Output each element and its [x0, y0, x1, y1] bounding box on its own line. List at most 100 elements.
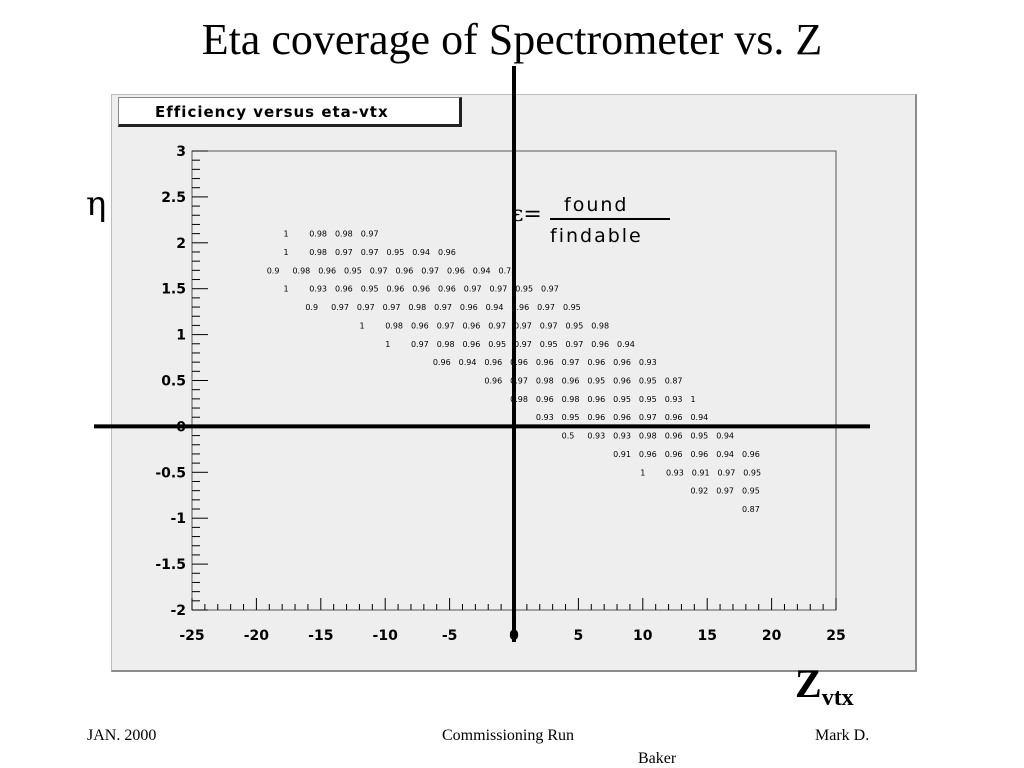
efficiency-value: 0.96 — [386, 285, 404, 294]
fraction-numerator: found — [564, 194, 629, 216]
y-tick-label: 2.5 — [161, 190, 186, 206]
efficiency-value: 0.97 — [716, 487, 734, 496]
efficiency-value: 0.96 — [562, 377, 580, 386]
y-tick-label: -0.5 — [155, 465, 186, 481]
efficiency-value: 0.91 — [613, 450, 631, 459]
efficiency-value: 0.93 — [613, 432, 631, 441]
efficiency-value: 0.95 — [563, 303, 581, 312]
x-tick-label: 20 — [762, 628, 782, 644]
efficiency-value: 0.96 — [510, 358, 528, 367]
efficiency-value: 0.9 — [305, 303, 318, 312]
z-subscript: vtx — [821, 685, 854, 711]
efficiency-value: 0.96 — [462, 321, 480, 330]
efficiency-value: 1 — [359, 321, 364, 330]
efficiency-value: 0.97 — [540, 321, 558, 330]
y-tick-label: 1.5 — [161, 282, 186, 298]
efficiency-value: 0.98 — [309, 248, 327, 257]
efficiency-value: 0.97 — [437, 321, 455, 330]
efficiency-value: 1 — [385, 340, 390, 349]
x-tick-label: 10 — [633, 628, 653, 644]
efficiency-value: 0.97 — [562, 358, 580, 367]
efficiency-value: 0.98 — [408, 303, 426, 312]
efficiency-value: 0.97 — [331, 303, 349, 312]
x-tick-label: 5 — [574, 628, 584, 644]
efficiency-value: 0.93 — [536, 413, 554, 422]
efficiency-value: 0.94 — [473, 266, 491, 275]
efficiency-value: 0.96 — [396, 266, 414, 275]
x-tick-label: -25 — [179, 628, 204, 644]
footer-date: JAN. 2000 — [87, 727, 157, 744]
efficiency-value: 0.95 — [344, 266, 362, 275]
efficiency-value: 0.96 — [587, 395, 605, 404]
efficiency-value: 0.97 — [421, 266, 439, 275]
efficiency-value: 0.95 — [488, 340, 506, 349]
efficiency-value: 0.97 — [541, 285, 559, 294]
eta-axis-symbol: η — [86, 184, 107, 224]
efficiency-value: 0.96 — [613, 358, 631, 367]
efficiency-value: 0.95 — [386, 248, 404, 257]
efficiency-value: 0.96 — [438, 248, 456, 257]
efficiency-value: 0.98 — [562, 395, 580, 404]
efficiency-value: 0.96 — [484, 358, 502, 367]
x-tick-label: -10 — [373, 628, 399, 644]
y-tick-label: 3 — [176, 144, 186, 160]
histogram-title: Efficiency versus eta-vtx — [155, 103, 389, 121]
footer-event: Commissioning Run — [442, 727, 575, 744]
efficiency-value: 0.94 — [690, 413, 708, 422]
efficiency-value: 0.9 — [267, 266, 280, 275]
efficiency-value: 0.97 — [718, 468, 736, 477]
efficiency-value: 0.96 — [742, 450, 760, 459]
y-tick-label: 0.5 — [161, 374, 186, 390]
efficiency-value: 0.97 — [383, 303, 401, 312]
efficiency-value: 0.95 — [742, 487, 760, 496]
efficiency-value: 0.92 — [690, 487, 708, 496]
efficiency-value: 0.94 — [617, 340, 635, 349]
x-tick-label: -15 — [308, 628, 333, 644]
efficiency-value: 0.94 — [716, 432, 734, 441]
efficiency-value: 0.95 — [540, 340, 558, 349]
efficiency-value: 0.96 — [613, 413, 631, 422]
efficiency-value: 0.96 — [613, 377, 631, 386]
efficiency-value: 0.94 — [412, 248, 430, 257]
fraction-line — [550, 218, 670, 220]
efficiency-value: 0.96 — [447, 266, 465, 275]
efficiency-value: 0.96 — [438, 285, 456, 294]
efficiency-value: 0.95 — [587, 377, 605, 386]
efficiency-value: 0.97 — [335, 248, 353, 257]
efficiency-value: 0.97 — [510, 377, 528, 386]
efficiency-value: 0.97 — [361, 230, 379, 239]
efficiency-value: 0.97 — [514, 340, 532, 349]
efficiency-value: 0.96 — [462, 340, 480, 349]
histogram-title-box: Efficiency versus eta-vtx — [118, 97, 462, 127]
efficiency-value: 0.98 — [335, 230, 353, 239]
efficiency-value: 0.98 — [536, 377, 554, 386]
efficiency-value: 0.93 — [309, 285, 327, 294]
efficiency-value: 0.97 — [464, 285, 482, 294]
efficiency-value: 0.97 — [434, 303, 452, 312]
efficiency-value: 0.98 — [385, 321, 403, 330]
x-tick-label: -20 — [244, 628, 270, 644]
y-tick-label: 2 — [176, 236, 186, 252]
fraction-denominator: findable — [550, 225, 643, 247]
efficiency-value: 0.98 — [591, 321, 609, 330]
efficiency-value: 0.97 — [490, 285, 508, 294]
efficiency-value: 0.96 — [411, 321, 429, 330]
efficiency-value: 0.5 — [562, 432, 575, 441]
efficiency-value: 1 — [283, 248, 288, 257]
efficiency-value: 0.96 — [587, 358, 605, 367]
efficiency-value: 0.95 — [566, 321, 584, 330]
efficiency-value: 0.96 — [335, 285, 353, 294]
x-tick-label: 15 — [697, 628, 716, 644]
efficiency-value: 0.87 — [665, 377, 683, 386]
efficiency-value: 0.87 — [742, 505, 760, 514]
efficiency-value: 0.98 — [510, 395, 528, 404]
efficiency-value: 0.96 — [665, 432, 683, 441]
efficiency-value: 0.96 — [665, 413, 683, 422]
efficiency-value: 0.95 — [515, 285, 533, 294]
efficiency-value: 0.93 — [639, 358, 657, 367]
efficiency-value: 0.97 — [566, 340, 584, 349]
efficiency-value: 0.95 — [361, 285, 379, 294]
efficiency-value: 0.98 — [309, 230, 327, 239]
epsilon-label: ε= — [512, 202, 542, 227]
